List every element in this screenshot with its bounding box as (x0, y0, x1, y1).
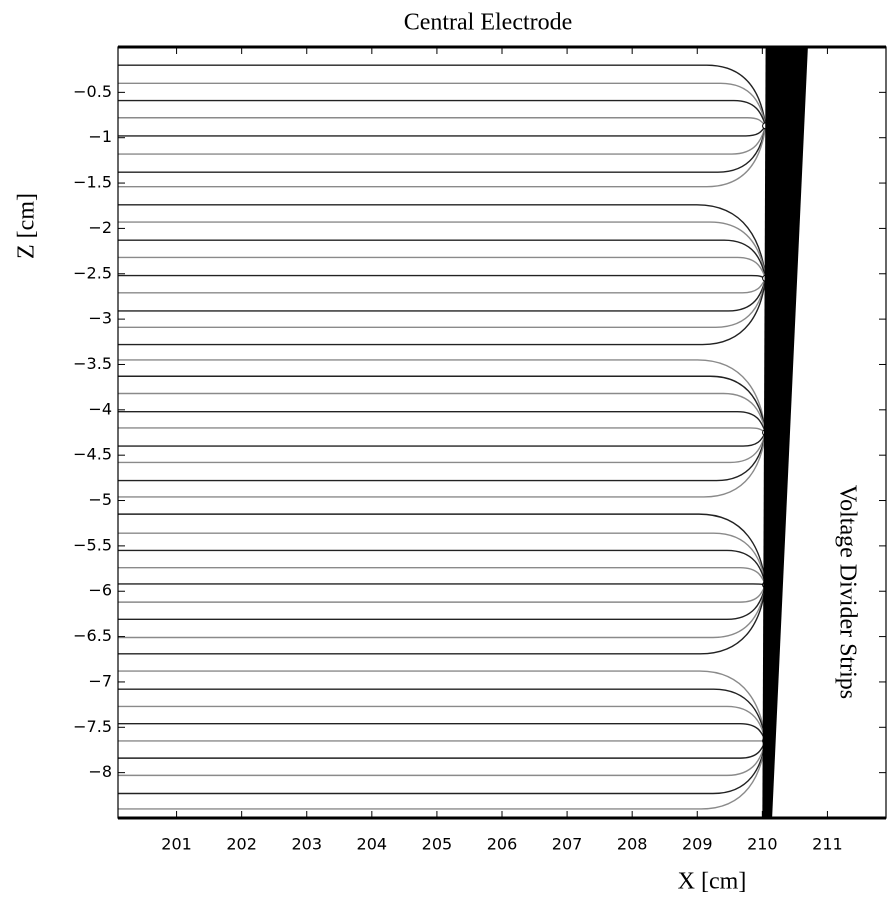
drift-line (118, 204, 767, 279)
y-tick-label: −3.5 (73, 354, 112, 373)
drift-line (118, 375, 767, 433)
y-tick-label: −7 (88, 671, 112, 690)
drift-line (118, 221, 767, 279)
x-axis-label: X [cm] (678, 869, 747, 895)
x-tick-label: 202 (226, 835, 257, 854)
x-tick-label: 210 (747, 835, 778, 854)
x-tick-label: 209 (682, 835, 713, 854)
drift-line (118, 239, 767, 279)
drift-line (118, 277, 767, 294)
chart-title: Central Electrode (404, 10, 573, 36)
x-tick-label: 203 (291, 835, 322, 854)
drift-line (118, 278, 767, 346)
y-tick-label: −8 (88, 762, 112, 781)
drift-line (118, 513, 767, 585)
drift-line (118, 125, 767, 155)
x-tick-label: 201 (161, 835, 192, 854)
drift-line (118, 274, 766, 279)
drift-line (118, 432, 767, 482)
drift-line (118, 722, 767, 742)
y-axis-label: Z [cm] (14, 193, 40, 259)
drift-line (118, 427, 766, 434)
y-tick-label: −7.5 (73, 717, 112, 736)
x-tick-label: 206 (487, 835, 518, 854)
drift-line (118, 278, 767, 312)
y-tick-label: −5.5 (73, 535, 112, 554)
y-tick-label: −2.5 (73, 263, 112, 282)
y-tick-label: −4 (88, 399, 112, 418)
drift-line (118, 740, 767, 759)
drift-line (118, 432, 767, 498)
drift-line (118, 99, 767, 127)
y-tick-label: −1 (88, 127, 112, 146)
drift-line (118, 117, 767, 127)
y-tick-label: −1.5 (73, 173, 112, 192)
y-tick-label: −6 (88, 581, 112, 600)
drift-line (118, 125, 767, 137)
y-tick-label: −4.5 (73, 445, 112, 464)
y-tick-label: −6.5 (73, 626, 112, 645)
drift-line (118, 740, 767, 795)
drift-line (118, 432, 767, 464)
y-tick-label: −2 (88, 218, 112, 237)
drift-line (118, 359, 767, 433)
drift-line (118, 125, 767, 188)
drift-line (118, 532, 767, 585)
y-tick-label: −3 (88, 309, 112, 328)
voltage-divider-strips (762, 47, 808, 818)
x-tick-label: 211 (812, 835, 843, 854)
drift-line (118, 584, 767, 603)
x-tick-label: 208 (617, 835, 648, 854)
drift-line (118, 584, 767, 639)
drift-line (118, 410, 767, 433)
x-tick-label: 207 (552, 835, 583, 854)
drift-line (118, 688, 767, 742)
annotation: Voltage Divider Strips (834, 485, 860, 699)
drift-line (118, 566, 767, 586)
drift-line (118, 64, 767, 127)
drift-line (118, 432, 767, 447)
drift-line (118, 125, 767, 173)
x-tick-label: 205 (422, 835, 453, 854)
y-tick-label: −5 (88, 490, 112, 509)
drift-line (118, 583, 766, 586)
drift-line (118, 82, 767, 127)
drift-line (118, 392, 767, 433)
y-tick-label: −0.5 (73, 82, 112, 101)
drift-line (118, 278, 767, 328)
x-tick-label: 204 (357, 835, 388, 854)
